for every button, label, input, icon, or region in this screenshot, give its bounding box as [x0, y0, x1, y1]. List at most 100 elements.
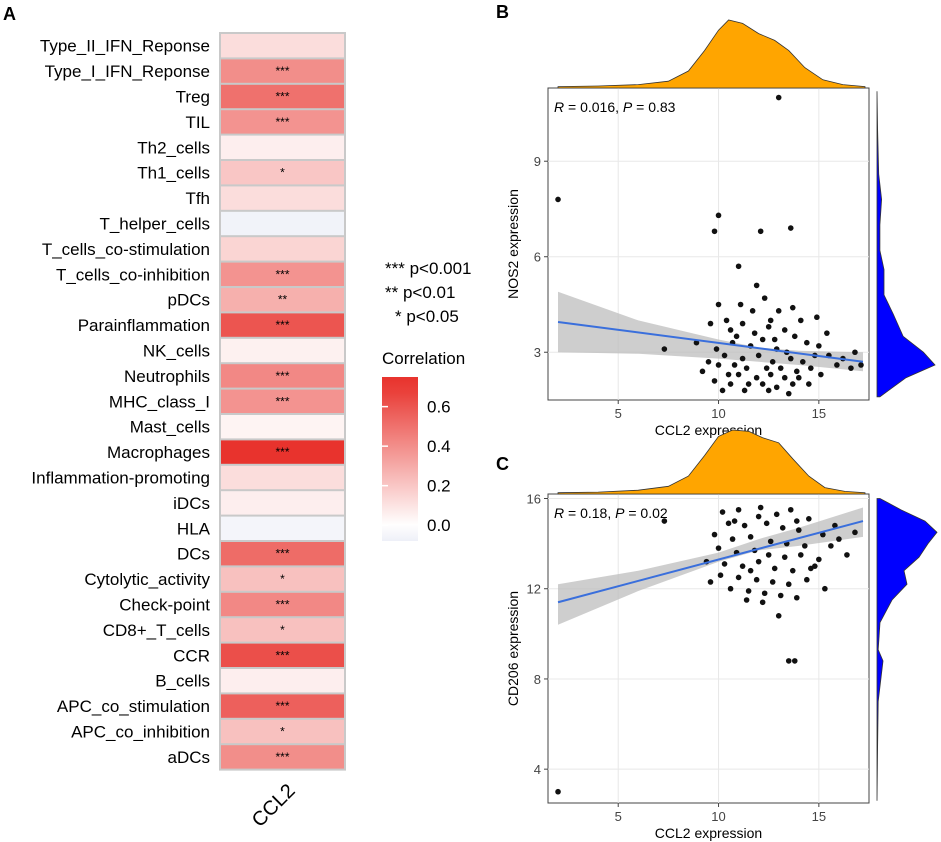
x-axis-title: CCL2 expression — [655, 825, 762, 841]
scatter-point — [777, 365, 784, 371]
heatmap-cell — [221, 34, 344, 58]
marginal-density-right — [876, 498, 938, 801]
annotation-p-label: P — [623, 99, 633, 115]
sig-legend-one-star: * p<0.05 — [395, 307, 459, 326]
scatter-point — [699, 368, 706, 375]
scatter-point — [761, 295, 768, 301]
scatter-point — [814, 314, 820, 321]
scatter-point — [793, 518, 800, 524]
scatter-point — [725, 520, 732, 527]
heatmap-row-label: Treg — [176, 88, 210, 107]
scatter-point — [753, 374, 760, 381]
heatmap-row-label: Parainflammation — [78, 316, 210, 335]
correlation-annotation: R = 0.18, P = 0.02 — [554, 505, 668, 521]
heatmap-cell — [221, 161, 344, 185]
plot-frame — [547, 493, 870, 804]
heatmap-cell — [221, 694, 344, 718]
scatter-point — [777, 592, 784, 599]
heatmap-sig-mark: *** — [275, 445, 289, 459]
scatter-point — [824, 330, 830, 336]
heatmap-cell — [221, 135, 344, 159]
scatter-point — [721, 352, 728, 359]
scatter-point — [789, 304, 796, 311]
regression-line — [557, 520, 864, 604]
heatmap-sig-mark: * — [280, 166, 285, 180]
scatter-point — [787, 506, 794, 513]
scatter-point — [707, 579, 714, 585]
heatmap-column-label: CCL2 — [248, 780, 300, 832]
heatmap-row-label: Type_II_IFN_Reponse — [40, 37, 210, 56]
heatmap-sig-mark: * — [280, 623, 285, 637]
scatter-point — [765, 387, 772, 394]
scatter-point — [808, 365, 814, 371]
scatter-point — [767, 371, 774, 378]
marginal-density-top — [557, 19, 866, 89]
scatter-point — [816, 556, 822, 563]
heatmap-row-label: aDCs — [167, 748, 210, 767]
scatter-point — [721, 561, 728, 567]
confidence-band — [558, 507, 863, 625]
scatter-point — [771, 565, 778, 572]
scatter-point — [755, 558, 762, 565]
correlation-annotation: R = 0.016, P = 0.83 — [554, 99, 676, 115]
heatmap-row-label: Mast_cells — [130, 418, 210, 437]
scatter-point — [781, 374, 788, 381]
scatter-point — [743, 365, 750, 371]
heatmap-cell — [221, 567, 344, 591]
heatmap-sig-mark: * — [280, 725, 285, 739]
heatmap-sig-mark: *** — [275, 267, 289, 281]
scatter-point — [661, 518, 668, 524]
heatmap-cell — [221, 186, 344, 210]
heatmap-row-label: DCs — [177, 545, 210, 564]
scatter-point — [711, 228, 718, 235]
scatter-point — [727, 585, 734, 592]
heatmap-cell — [221, 643, 344, 667]
scatter-point — [804, 339, 810, 346]
scatter-point — [733, 333, 740, 340]
colorbar-bar — [382, 377, 418, 541]
scatter-point — [759, 381, 766, 387]
scatter-point — [791, 658, 798, 664]
correlation-colorbar: Correlation 0.6 0.4 0.2 0.0 — [382, 349, 465, 541]
heatmap-row-label: MHC_class_I — [109, 392, 210, 411]
heatmap-cell — [221, 516, 344, 540]
y-tick-label: 12 — [527, 582, 541, 597]
scatter-point — [737, 301, 744, 308]
scatter-point — [818, 371, 824, 378]
annotation-p-label: P — [615, 505, 625, 521]
panel-label-c: C — [496, 454, 509, 474]
scatter-point — [785, 658, 792, 664]
colorbar-tick-label: 0.2 — [427, 477, 451, 496]
scatter-point — [757, 504, 764, 511]
y-tick-label: 3 — [534, 345, 541, 360]
scatter-point — [769, 358, 776, 365]
scatter-point — [769, 579, 776, 585]
heatmap-sig-mark: *** — [275, 394, 289, 408]
scatter-point — [797, 552, 804, 558]
scatter-point — [757, 228, 764, 235]
scatter-point — [795, 527, 802, 533]
heatmap-cell — [221, 440, 344, 464]
heatmap-row-label: T_helper_cells — [99, 215, 210, 234]
scatter-point — [779, 525, 786, 531]
scatter-point — [707, 320, 714, 327]
y-tick-label: 6 — [534, 250, 541, 265]
scatter-point — [785, 390, 792, 397]
scatter-point — [775, 94, 782, 101]
heatmap-cell — [221, 237, 344, 261]
scatter-point — [705, 358, 712, 365]
heatmap-cell — [221, 491, 344, 515]
scatter-point — [789, 381, 796, 387]
heatmap-row-label: Cytolytic_activity — [84, 570, 210, 589]
heatmap-row-label: Th1_cells — [137, 164, 210, 183]
colorbar-tick-label: 0.6 — [427, 398, 451, 417]
scatter-point — [793, 368, 800, 375]
colorbar-tick-label: 0.4 — [427, 437, 451, 456]
heatmap-sig-mark: *** — [275, 115, 289, 129]
scatter-point — [771, 336, 778, 343]
scatter-point — [791, 333, 798, 340]
scatter-point — [812, 563, 818, 569]
scatter-point — [751, 330, 758, 336]
scatter-point — [735, 263, 742, 270]
